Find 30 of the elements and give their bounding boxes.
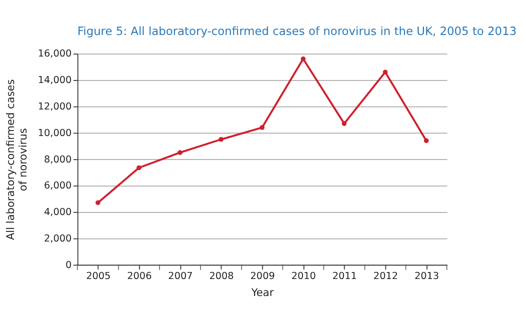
point <box>218 136 224 142</box>
y-tick-label: 14,000 <box>38 75 72 86</box>
y-tick-label: 6,000 <box>44 180 72 192</box>
y-tick-label: 2,000 <box>44 233 72 244</box>
x-tick-label: 2011 <box>332 271 357 282</box>
chart-title: Figure 5: All laboratory-confirmed cases of norovirus in the UK, 2005 to 2013 <box>77 24 517 38</box>
point <box>424 138 429 144</box>
x-tick-label: 2009 <box>250 271 275 282</box>
x-tick-label: 2007 <box>168 271 193 282</box>
x-tick-label: 2008 <box>209 271 234 282</box>
x-tick-label: 2013 <box>414 271 440 282</box>
y-tick-label: 10,000 <box>38 128 72 139</box>
point <box>178 150 182 155</box>
point <box>136 165 142 170</box>
point <box>96 200 100 206</box>
x-tick-label: 2006 <box>127 271 152 282</box>
point <box>300 56 306 62</box>
x-axis-title: Year <box>250 286 274 299</box>
y-tick-label: 12,000 <box>38 101 72 112</box>
y-axis-title: All laboratory-confirmed cases of norovirus <box>5 79 30 240</box>
y-tick-label: 16,000 <box>38 48 72 60</box>
y-tick-label: 8,000 <box>44 154 72 166</box>
y-tick-label: 0 <box>66 260 72 271</box>
x-tick-label: 2005 <box>86 271 111 282</box>
point <box>382 70 388 75</box>
point <box>260 125 265 130</box>
y-tick-label: 4,000 <box>44 207 72 218</box>
x-tick-label: 2010 <box>291 271 316 282</box>
point <box>342 121 347 126</box>
x-tick-label: 2012 <box>373 271 398 282</box>
